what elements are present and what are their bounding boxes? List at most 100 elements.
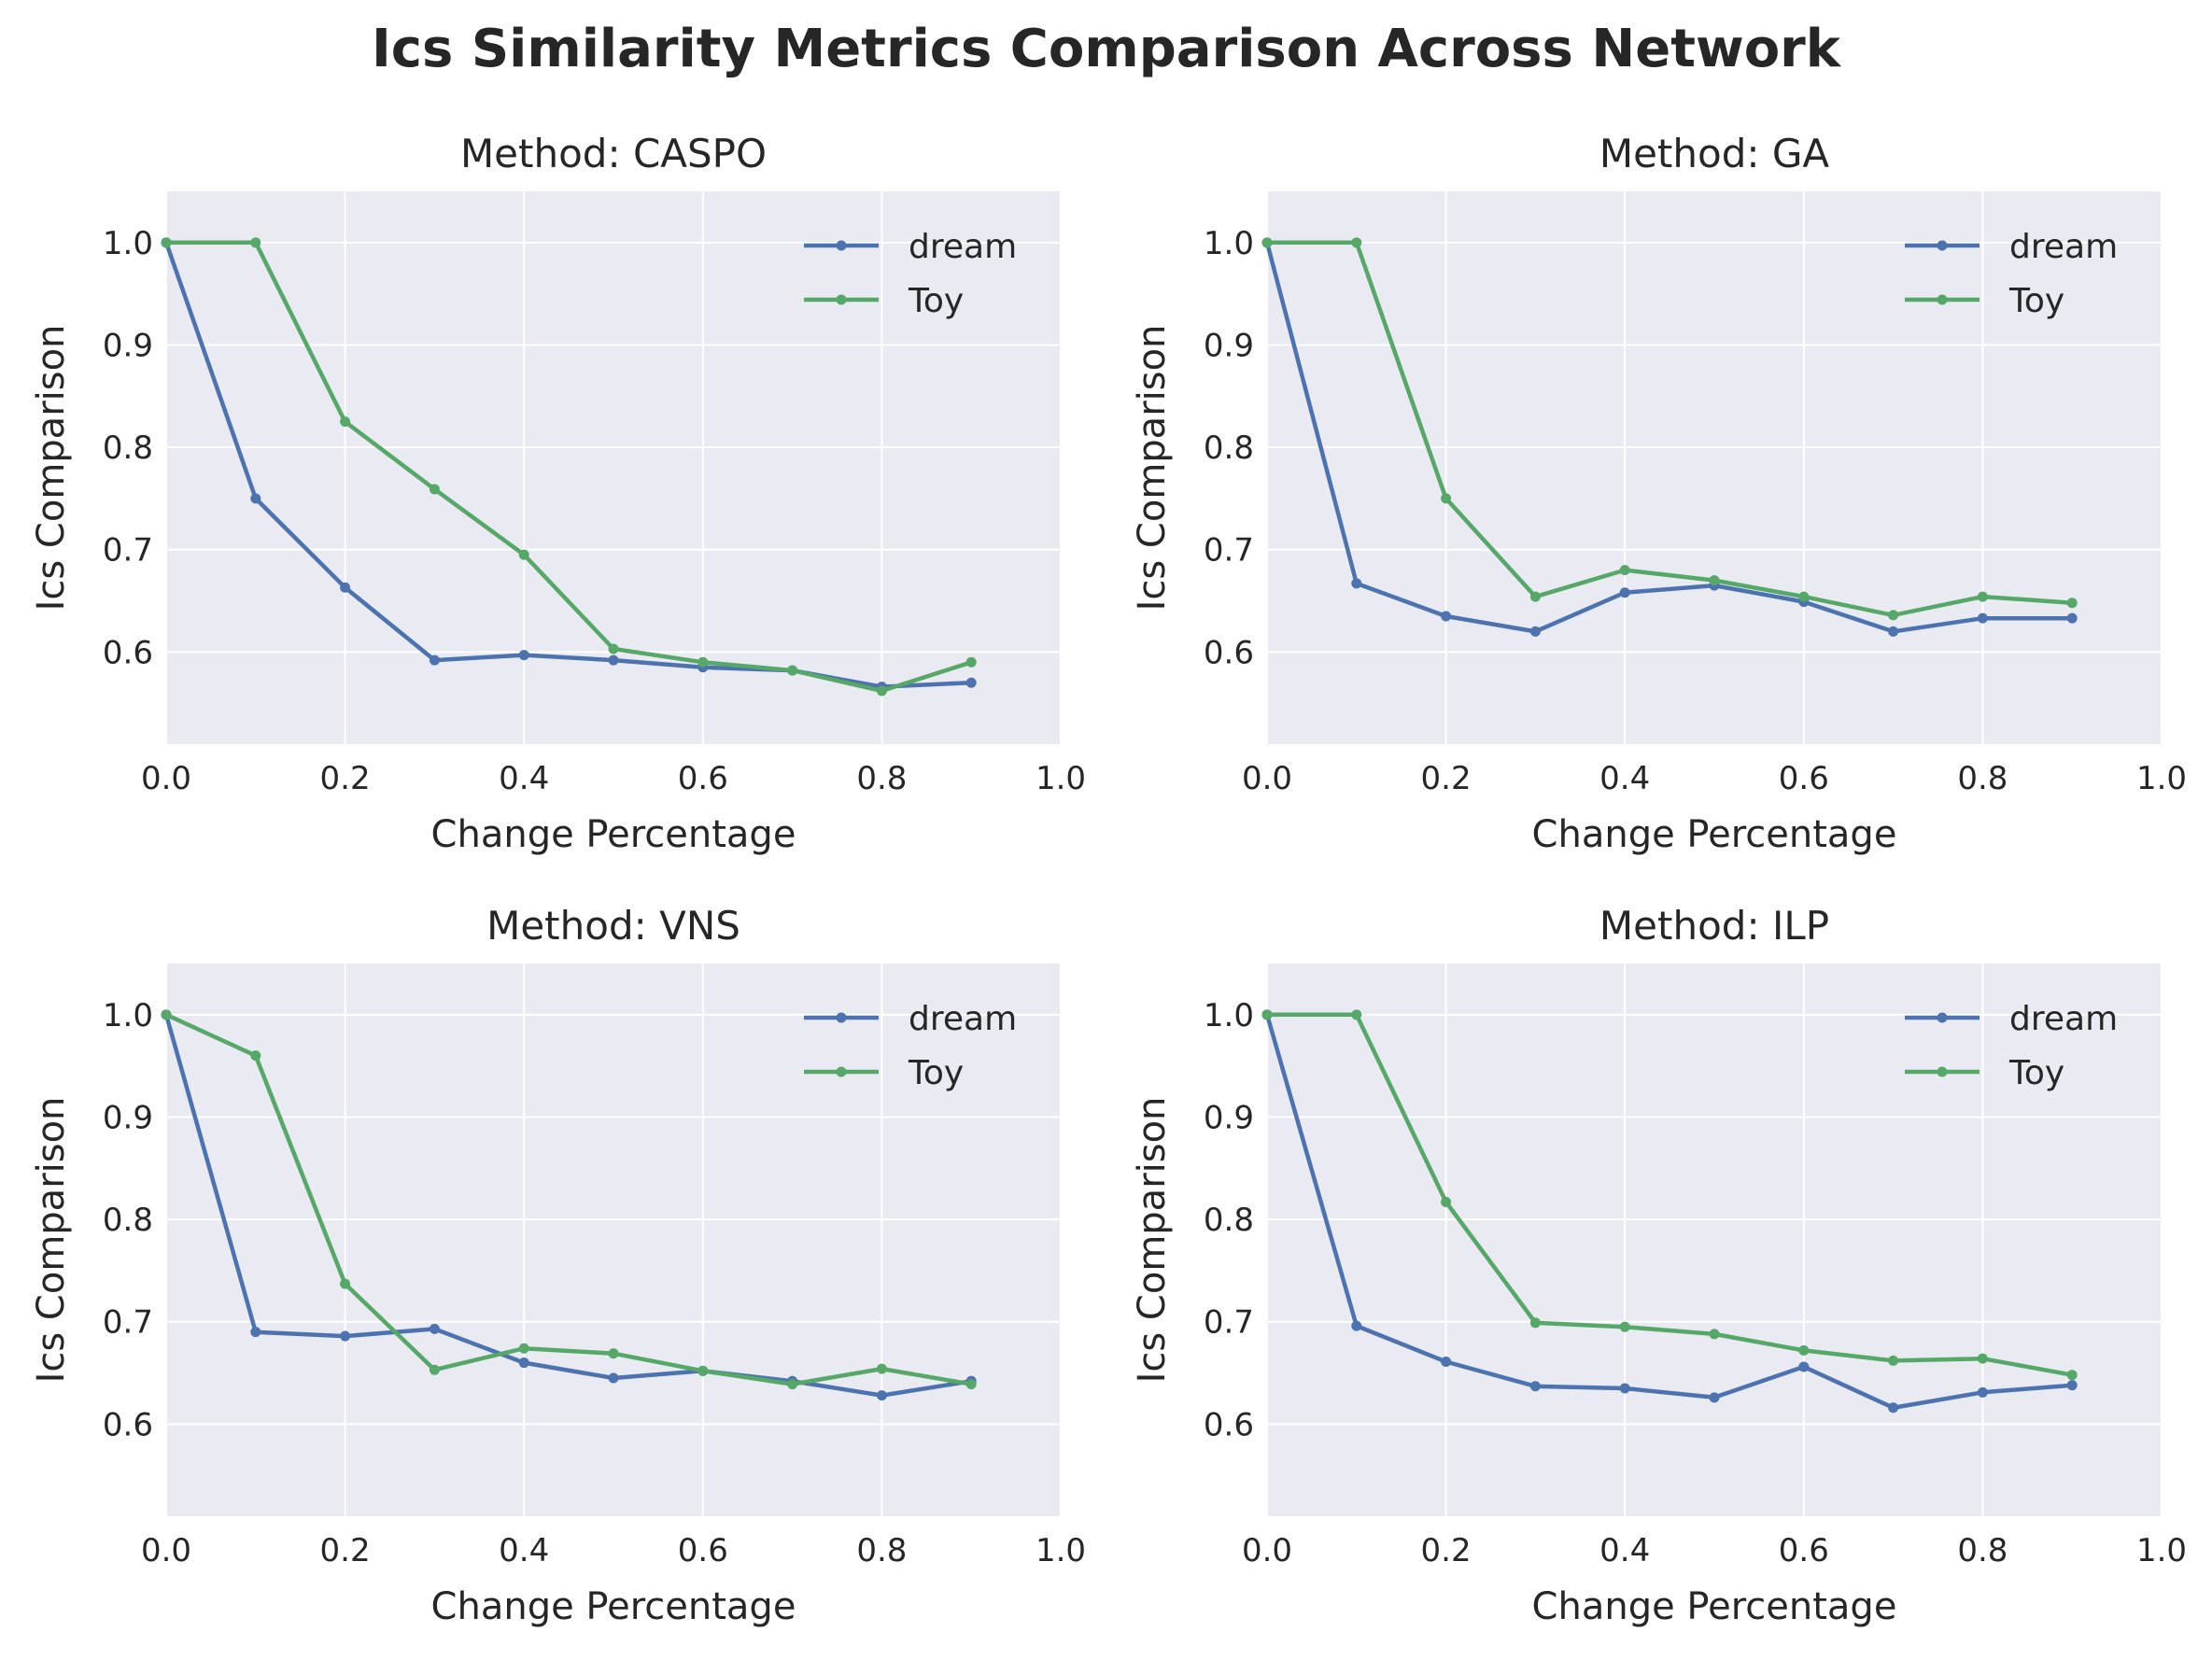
legend-marker-dream (836, 240, 847, 251)
y-tick-label: 0.7 (1204, 1304, 1254, 1342)
data-point-Toy (518, 549, 529, 560)
data-point-Toy (876, 1363, 887, 1374)
series-line-dream (1264, 1012, 2075, 1411)
data-point-Toy (1529, 591, 1541, 602)
data-point-dream (965, 677, 977, 688)
legend-label-dream: dream (909, 1000, 1017, 1038)
y-tick-label: 0.8 (103, 429, 153, 467)
data-point-Toy (1261, 1009, 1273, 1020)
y-tick-label: 0.6 (103, 1406, 153, 1443)
data-point-Toy (787, 665, 798, 676)
data-point-dream (1529, 626, 1541, 637)
plot-area (166, 964, 1061, 1516)
x-tick-label: 0.2 (1421, 1532, 1472, 1569)
legend-marker-dream (1937, 1012, 1948, 1023)
legend-label-Toy: Toy (908, 1054, 964, 1092)
data-point-dream (518, 1358, 529, 1369)
data-point-Toy (429, 1364, 440, 1375)
x-tick-label: 0.0 (1242, 1532, 1292, 1569)
subplot-title: Method: ILP (1599, 903, 1829, 949)
x-tick-label: 0.8 (856, 1532, 907, 1569)
x-tick-label: 0.2 (320, 760, 371, 797)
data-point-dream (1977, 612, 1988, 624)
x-tick-label: 1.0 (1036, 1532, 1086, 1569)
x-axis-label: Change Percentage (431, 813, 796, 856)
data-point-Toy (1709, 575, 1720, 586)
subplot-2: 0.0 0.2 0.4 0.6 0.8 1.0 0.6 0.7 0.8 0.9 1.0 Method:… (30, 903, 1086, 1628)
x-tick-label: 1.0 (2136, 760, 2187, 797)
data-point-dream (1441, 1356, 1452, 1367)
data-point-Toy (608, 1348, 619, 1359)
data-point-dream (429, 1323, 440, 1334)
data-point-Toy (340, 416, 351, 428)
legend-label-Toy: Toy (2008, 1054, 2064, 1092)
y-tick-label: 0.7 (103, 532, 153, 570)
legend-label-Toy: Toy (2008, 282, 2064, 320)
data-point-Toy (1351, 237, 1362, 248)
data-point-Toy (518, 1343, 529, 1354)
data-point-dream (1351, 578, 1362, 589)
data-point-Toy (787, 1379, 798, 1390)
y-tick-label: 0.9 (103, 1099, 153, 1136)
x-tick-label: 0.6 (1779, 760, 1829, 797)
y-tick-label: 0.6 (103, 634, 153, 671)
legend-marker-Toy (836, 1066, 847, 1077)
x-tick-label: 1.0 (2136, 1532, 2187, 1569)
data-point-Toy (965, 1379, 977, 1390)
data-point-Toy (1888, 1355, 1899, 1366)
x-tick-label: 0.4 (499, 1532, 549, 1569)
data-point-Toy (876, 685, 887, 696)
data-point-Toy (1529, 1317, 1541, 1329)
y-axis-label: Ics Comparison (1131, 1097, 1174, 1384)
plot-area (1267, 191, 2162, 744)
subplot-title: Method: GA (1599, 131, 1830, 176)
legend-label-dream: dream (2009, 1000, 2118, 1038)
data-point-dream (608, 654, 619, 666)
data-point-dream (250, 1327, 261, 1338)
data-point-dream (1619, 1383, 1630, 1394)
y-axis-label: Ics Comparison (30, 1097, 73, 1384)
data-point-Toy (429, 484, 440, 495)
data-point-dream (1798, 1361, 1810, 1372)
data-point-dream (429, 654, 440, 666)
subplot-title: Method: CASPO (460, 131, 767, 176)
data-point-Toy (1261, 237, 1273, 248)
subplot-1: 0.0 0.2 0.4 0.6 0.8 1.0 0.6 0.7 0.8 0.9 1.0 Method:… (1131, 131, 2187, 856)
legend-marker-Toy (836, 294, 847, 305)
data-point-dream (1888, 1402, 1899, 1414)
series-line-Toy (1264, 240, 2075, 618)
y-tick-label: 0.9 (1204, 327, 1254, 364)
legend-label-dream: dream (2009, 228, 2118, 266)
x-axis-label: Change Percentage (431, 1585, 796, 1628)
x-tick-label: 0.6 (1779, 1532, 1829, 1569)
data-point-dream (1529, 1381, 1541, 1392)
y-axis-label: Ics Comparison (30, 325, 73, 612)
plot-area (1267, 964, 2162, 1516)
data-point-Toy (250, 1050, 261, 1062)
data-point-Toy (697, 656, 709, 668)
x-tick-label: 0.0 (141, 1532, 191, 1569)
data-point-Toy (1798, 591, 1810, 602)
legend: dream Toy (1905, 1000, 2118, 1092)
data-point-dream (250, 493, 261, 504)
data-point-Toy (1441, 493, 1452, 504)
data-point-dream (2066, 1380, 2078, 1391)
data-point-dream (2066, 612, 2078, 624)
x-tick-label: 0.0 (141, 760, 191, 797)
data-point-dream (1709, 1392, 1720, 1403)
data-point-dream (876, 1390, 887, 1401)
y-tick-label: 0.7 (103, 1304, 153, 1342)
x-tick-label: 1.0 (1036, 760, 1086, 797)
data-point-dream (1977, 1386, 1988, 1398)
legend-marker-Toy (1937, 294, 1948, 305)
x-tick-label: 0.6 (678, 1532, 728, 1569)
x-tick-label: 0.2 (320, 1532, 371, 1569)
y-tick-label: 1.0 (103, 997, 153, 1034)
x-tick-label: 0.4 (1599, 1532, 1650, 1569)
data-point-Toy (1619, 565, 1630, 576)
data-point-Toy (1619, 1321, 1630, 1332)
data-point-Toy (965, 656, 977, 668)
data-point-dream (608, 1372, 619, 1384)
